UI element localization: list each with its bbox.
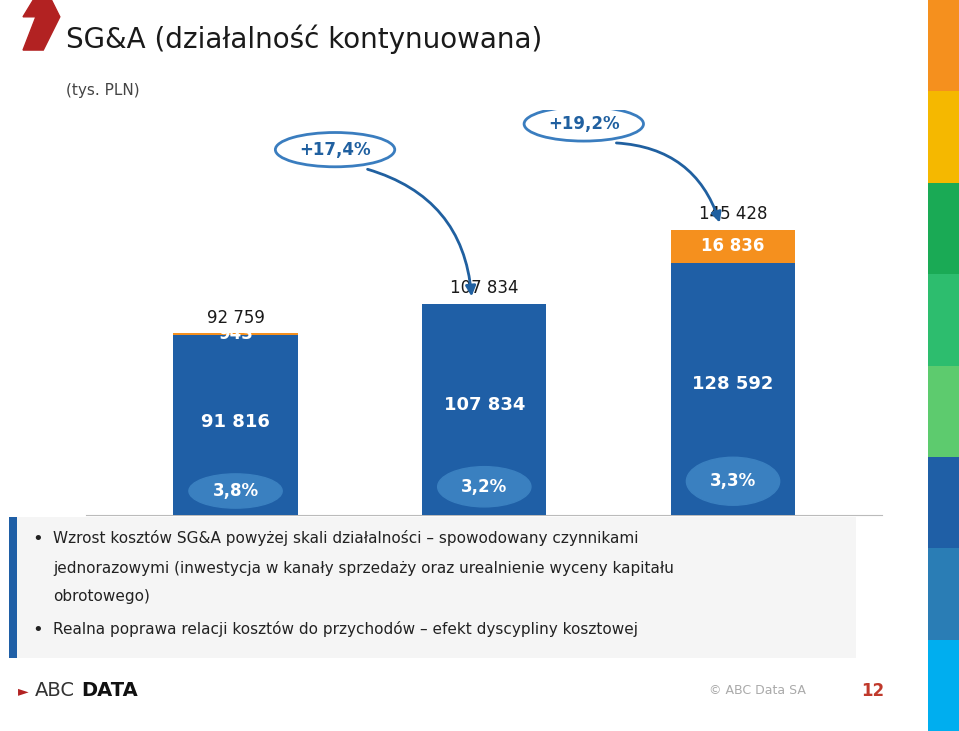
Text: 145 428: 145 428	[699, 205, 767, 224]
Text: 3,2%: 3,2%	[461, 478, 507, 496]
Ellipse shape	[687, 458, 780, 505]
Text: 128 592: 128 592	[692, 375, 774, 393]
Text: © ABC Data SA: © ABC Data SA	[709, 684, 806, 697]
Text: ABC: ABC	[35, 681, 75, 700]
Bar	[174, 333, 297, 335]
FancyBboxPatch shape	[10, 517, 856, 658]
Text: 92 759: 92 759	[206, 308, 265, 327]
Text: jednorazowymi (inwestycja w kanały sprzedaży oraz urealnienie wyceny kapitału: jednorazowymi (inwestycja w kanały sprze…	[54, 561, 674, 576]
Text: SG&A (działalność kontynuowana): SG&A (działalność kontynuowana)	[66, 24, 543, 54]
Text: 107 834: 107 834	[450, 279, 519, 298]
Text: ►: ►	[18, 683, 29, 698]
Text: 3,8%: 3,8%	[213, 482, 259, 500]
Text: •: •	[33, 529, 43, 548]
Text: +19,2%: +19,2%	[548, 115, 620, 133]
Text: DATA: DATA	[81, 681, 138, 700]
Text: 16 836: 16 836	[701, 237, 764, 255]
Ellipse shape	[275, 132, 395, 167]
Text: 91 816: 91 816	[201, 412, 270, 431]
Ellipse shape	[189, 474, 282, 508]
Text: (tys. PLN): (tys. PLN)	[66, 83, 140, 99]
Text: 3,3%: 3,3%	[710, 472, 756, 491]
Bar	[174, 335, 297, 515]
Text: 943: 943	[218, 325, 253, 343]
Text: •: •	[33, 621, 43, 639]
Bar	[422, 303, 547, 515]
Text: obrotowego): obrotowego)	[54, 589, 151, 605]
Ellipse shape	[437, 466, 531, 507]
Ellipse shape	[524, 107, 643, 141]
Polygon shape	[23, 0, 59, 50]
Bar	[671, 262, 795, 515]
Bar	[671, 230, 795, 262]
Bar	[10, 517, 16, 658]
Text: Realna poprawa relacji kosztów do przychodów – efekt dyscypliny kosztowej: Realna poprawa relacji kosztów do przych…	[54, 621, 639, 637]
Text: Wzrost kosztów SG&A powyżej skali działalności – spowodowany czynnikami: Wzrost kosztów SG&A powyżej skali działa…	[54, 529, 639, 545]
Text: 107 834: 107 834	[444, 396, 525, 414]
Text: +17,4%: +17,4%	[299, 140, 371, 159]
Text: 12: 12	[861, 682, 884, 700]
